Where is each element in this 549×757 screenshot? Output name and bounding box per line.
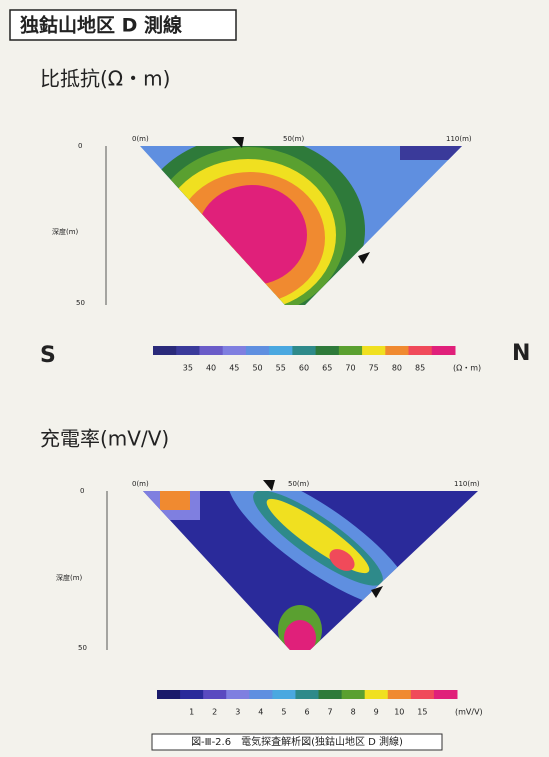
depth-tick: 0	[78, 142, 82, 150]
color-swatch	[199, 346, 224, 355]
color-swatch	[203, 690, 227, 699]
page-title: 独鈷山地区 D 測線	[20, 14, 182, 37]
colorbar-label: 50	[252, 364, 262, 373]
color-swatch	[222, 346, 247, 355]
color-swatch	[157, 690, 181, 699]
colorbar-label: 80	[392, 364, 402, 373]
x-label: 0(m)	[132, 135, 149, 143]
color-swatch	[338, 346, 363, 355]
caption: 図-Ⅲ-2.6 電気探査解析図(独鈷山地区 D 測線)	[191, 735, 403, 748]
colorbar-label: 70	[345, 364, 355, 373]
color-swatch	[315, 346, 340, 355]
colorbar-label: 40	[206, 364, 216, 373]
color-swatch	[176, 346, 200, 355]
colorbar: 1 2 3 4 5 6 7 8 9 10 15 (mV/V)	[157, 690, 483, 717]
colorbar-label: 85	[415, 364, 425, 373]
panel-title: 比抵抗(Ω・m)	[40, 67, 170, 91]
direction: S	[40, 343, 56, 368]
colorbar-label: 10	[394, 708, 404, 717]
color-swatch	[269, 346, 293, 355]
resistivity-section	[140, 146, 462, 305]
color-swatch	[433, 690, 458, 699]
arrow	[232, 137, 244, 148]
caption-box	[151, 733, 443, 751]
depth-label: 深度(m)	[52, 227, 79, 236]
colorbar-label: 1	[189, 708, 194, 717]
color-swatch	[410, 690, 435, 699]
color-swatch	[364, 690, 389, 699]
x-label: 50(m)	[283, 135, 304, 143]
colorbar-unit: (mV/V)	[455, 708, 483, 717]
title-box	[9, 9, 237, 41]
color-swatch	[295, 690, 320, 699]
colorbar-label: 2	[212, 708, 217, 717]
color-swatch	[431, 346, 456, 355]
depth-tick: 50	[78, 644, 87, 652]
color-swatch	[387, 690, 412, 699]
colorbar: 35 40 45 50 55 60 65 70 75 80 85 (Ω・m)	[153, 346, 481, 373]
x-label: 110(m)	[454, 480, 480, 488]
colorbar-label: 65	[322, 364, 332, 373]
colorbar-label: 45	[229, 364, 239, 373]
color-swatch	[292, 346, 317, 355]
color-swatch	[226, 690, 250, 699]
colorbar-label: 4	[258, 708, 263, 717]
depth-label: 深度(m)	[56, 573, 83, 582]
colorbar-label: 75	[369, 364, 379, 373]
color-swatch	[408, 346, 433, 355]
color-swatch	[272, 690, 296, 699]
x-label: 110(m)	[446, 135, 472, 143]
colorbar-unit: (Ω・m)	[453, 364, 481, 373]
colorbar-label: 7	[328, 708, 333, 717]
x-label: 50(m)	[288, 480, 309, 488]
color-swatch	[385, 346, 410, 355]
x-label: 0(m)	[132, 480, 149, 488]
colorbar-label: 55	[276, 364, 286, 373]
chargeability-section	[143, 491, 478, 650]
direction: N	[512, 341, 530, 366]
colorbar-label: 9	[374, 708, 379, 717]
colorbar-label: 5	[281, 708, 286, 717]
depth-tick: 0	[80, 487, 84, 495]
colorbar-label: 8	[351, 708, 356, 717]
arrow	[263, 480, 275, 491]
color-swatch	[180, 690, 204, 699]
colorbar-label: 15	[417, 708, 427, 717]
arrow	[371, 586, 383, 598]
color-swatch	[245, 346, 270, 355]
color-swatch	[249, 690, 273, 699]
colorbar-label: 3	[235, 708, 240, 717]
colorbar-label: 6	[304, 708, 309, 717]
colorbar-label: 35	[183, 364, 193, 373]
color-swatch	[341, 690, 366, 699]
color-swatch	[362, 346, 386, 355]
colorbar-label: 60	[299, 364, 309, 373]
color-swatch	[318, 690, 343, 699]
panel-title: 充電率(mV/V)	[40, 427, 169, 451]
arrow	[358, 252, 370, 264]
color-swatch	[153, 346, 177, 355]
depth-tick: 50	[76, 299, 85, 307]
